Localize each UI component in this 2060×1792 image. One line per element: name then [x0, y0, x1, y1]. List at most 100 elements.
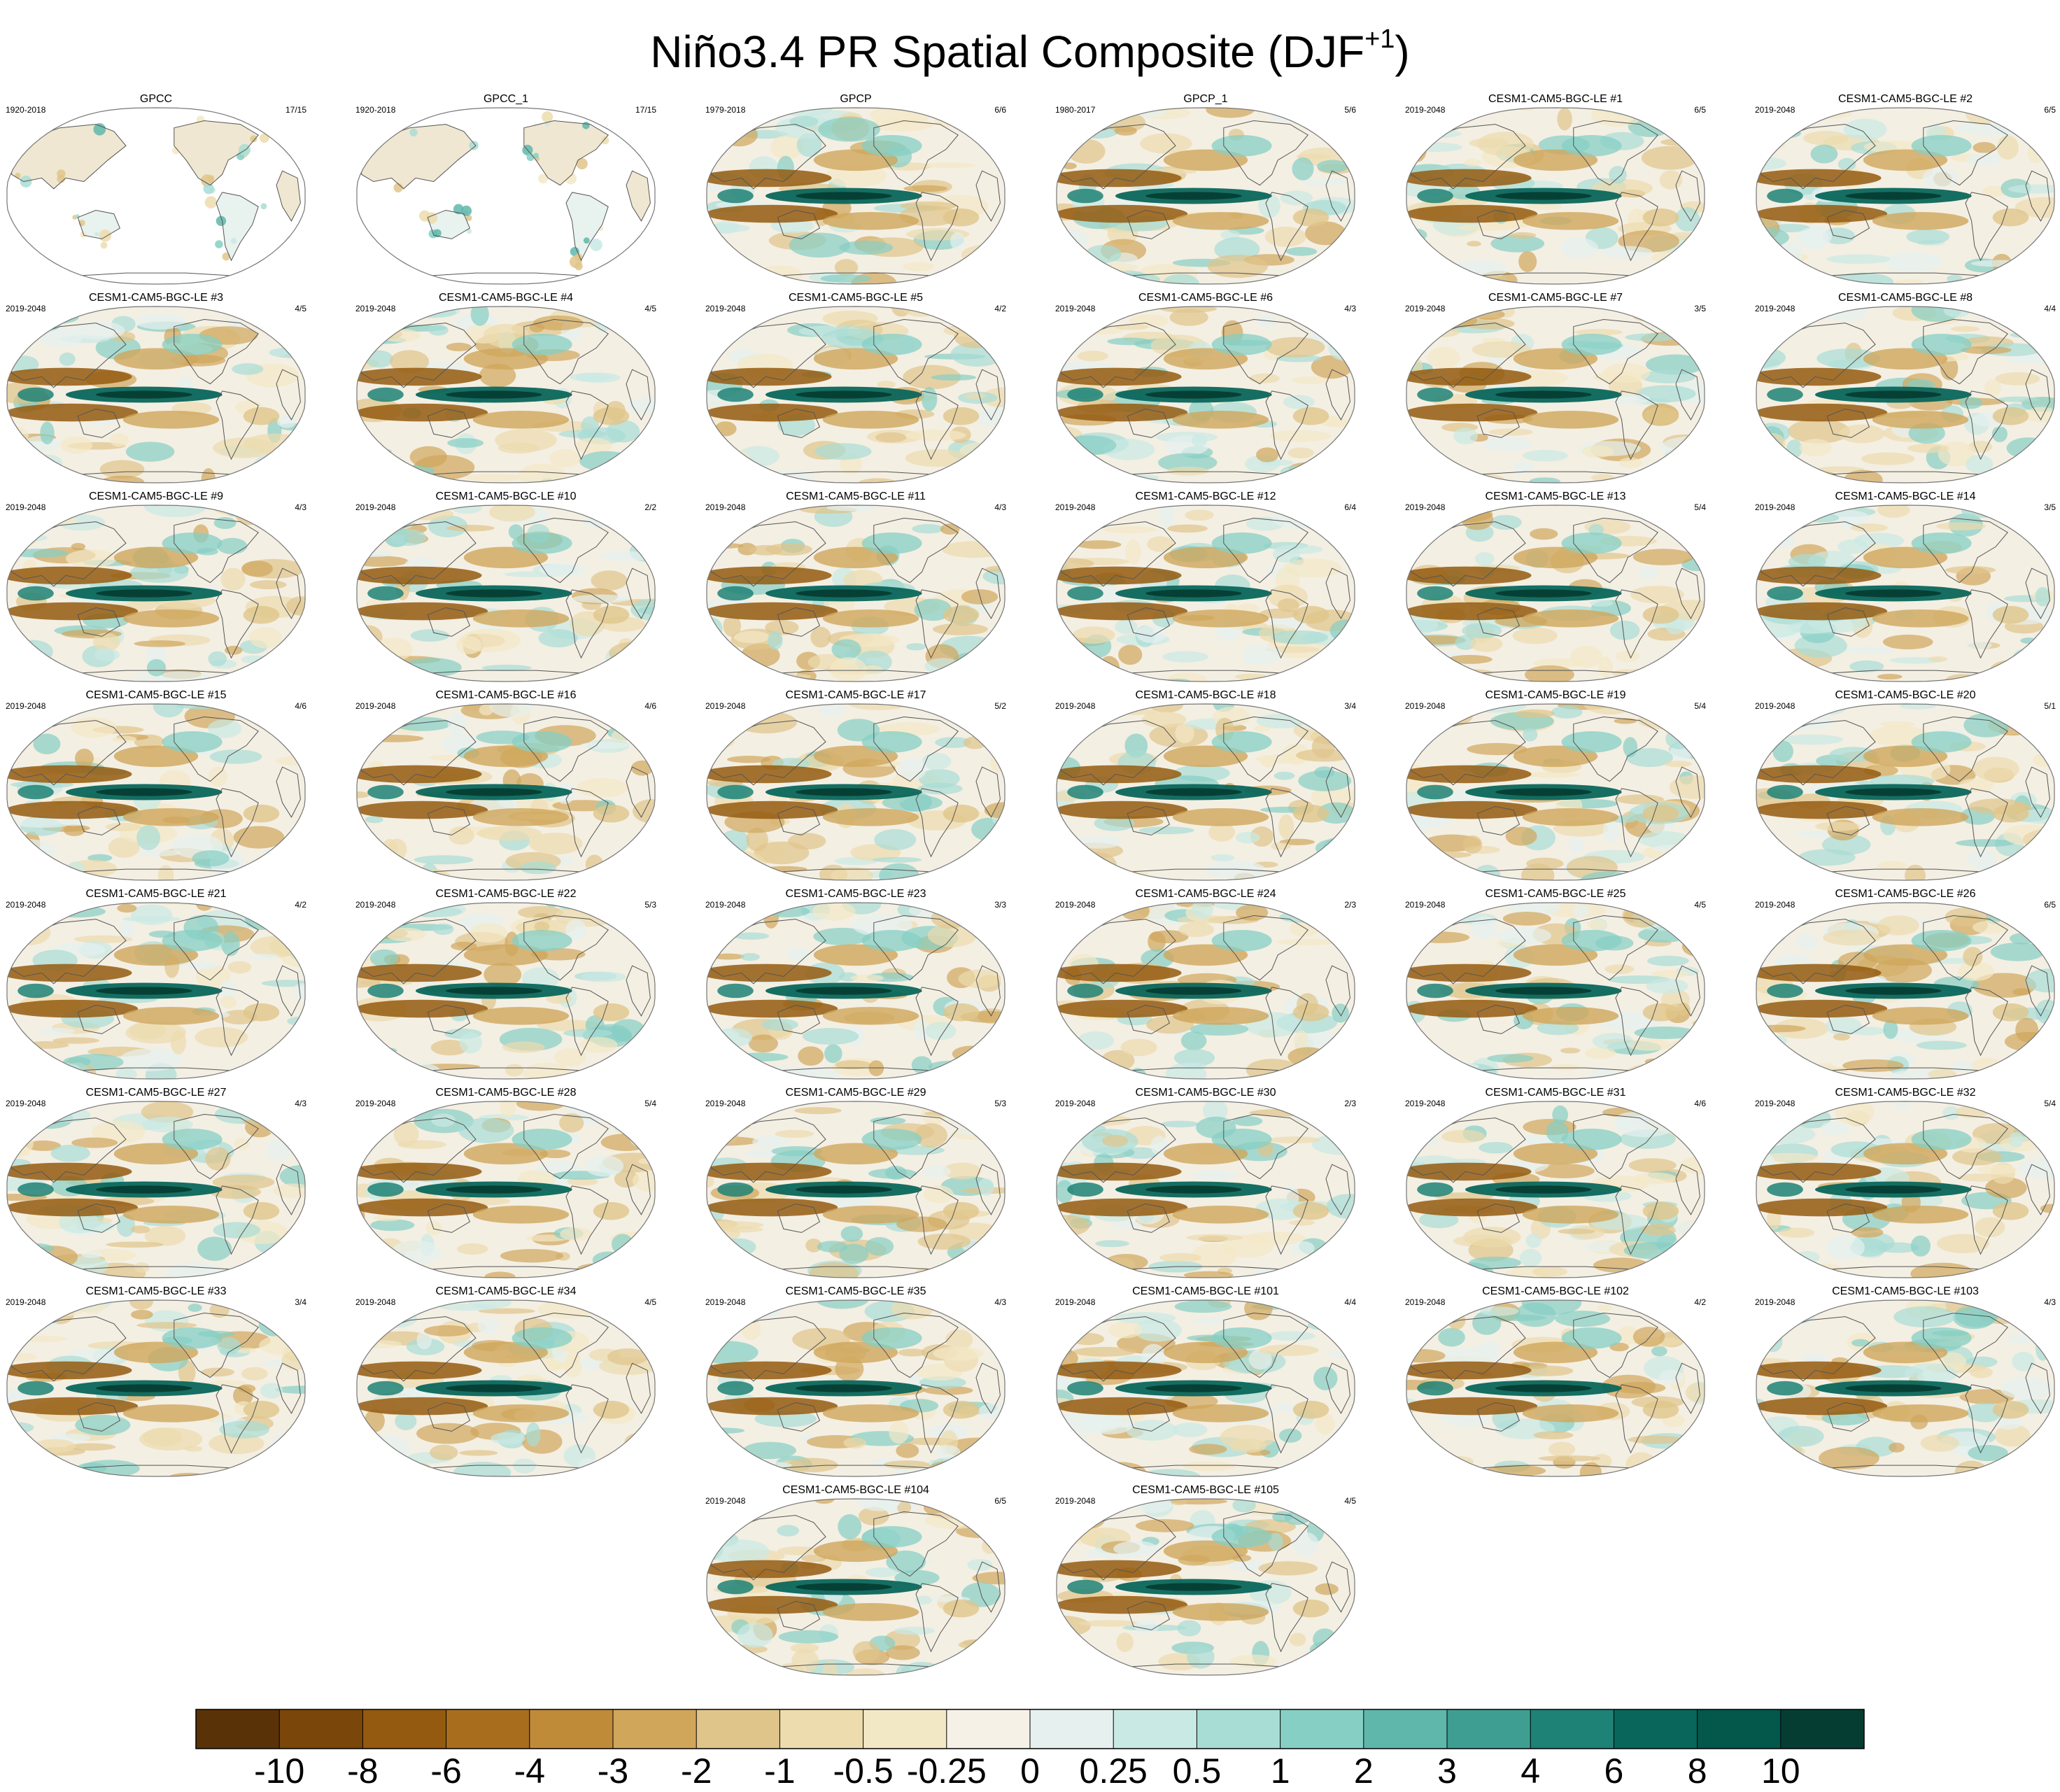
global-map — [1406, 1299, 1705, 1477]
panel-title: CESM1-CAM5-BGC-LE #5 — [788, 292, 924, 304]
map-panel: CESM1-CAM5-BGC-LE #8 2019-2048 4/4 — [1755, 291, 2056, 487]
title-text: Niño3.4 PR Spatial Composite (DJF — [650, 27, 1365, 77]
global-map — [356, 505, 656, 682]
colorbar-tick-label: -0.5 — [833, 1751, 894, 1791]
colorbar-tick-label: -6 — [430, 1751, 461, 1791]
panel-title: CESM1-CAM5-BGC-LE #15 — [85, 689, 227, 701]
panel-years: 2019-2048 — [1055, 701, 1096, 711]
global-map — [1406, 505, 1705, 682]
map-panel: GPCC 1920-2018 17/15 — [6, 92, 306, 288]
precip-anomaly-field — [357, 704, 655, 880]
map-panel: CESM1-CAM5-BGC-LE #24 2019-2048 2/3 — [1055, 887, 1356, 1083]
panel-years: 2019-2048 — [6, 1099, 46, 1108]
map-border — [356, 505, 656, 682]
panel-event-count: 6/5 — [994, 1496, 1006, 1506]
map-border — [1406, 902, 1705, 1080]
colorbar-tick-label: -8 — [347, 1751, 378, 1791]
colorbar-tick-label: 0.5 — [1173, 1751, 1222, 1791]
panel-years: 2019-2048 — [705, 304, 746, 313]
panel-event-count: 4/2 — [994, 304, 1006, 313]
colorbar-swatch — [1780, 1709, 1865, 1749]
panel-title: CESM1-CAM5-BGC-LE #24 — [1135, 888, 1276, 900]
panel-event-count: 2/2 — [644, 502, 656, 512]
global-map — [356, 107, 656, 285]
map-border — [706, 107, 1006, 285]
map-border — [1056, 1101, 1355, 1278]
panel-title: CESM1-CAM5-BGC-LE #101 — [1132, 1285, 1279, 1297]
map-panel: CESM1-CAM5-BGC-LE #101 2019-2048 4/4 — [1055, 1285, 1356, 1481]
precip-anomaly-field — [357, 1101, 655, 1278]
colorbar-swatch — [696, 1709, 780, 1749]
panel-event-count: 6/5 — [2044, 900, 2056, 910]
panel-title: CESM1-CAM5-BGC-LE #104 — [782, 1484, 929, 1496]
panel-title: CESM1-CAM5-BGC-LE #4 — [438, 292, 574, 304]
panel-years: 2019-2048 — [1405, 304, 1446, 313]
map-panel: CESM1-CAM5-BGC-LE #22 2019-2048 5/3 — [355, 887, 656, 1083]
precip-anomaly-field — [1756, 505, 2054, 682]
global-map — [706, 1101, 1006, 1278]
global-map — [6, 703, 306, 881]
precip-anomaly-field — [707, 903, 1005, 1079]
panel-event-count: 6/5 — [1694, 105, 1706, 115]
precip-anomaly-field — [707, 1499, 1005, 1675]
map-panel: CESM1-CAM5-BGC-LE #104 2019-2048 6/5 — [705, 1483, 1006, 1679]
panel-years: 2019-2048 — [1405, 1297, 1446, 1307]
map-border — [706, 505, 1006, 682]
panel-years: 2019-2048 — [6, 502, 46, 512]
panel-years: 2019-2048 — [1405, 105, 1446, 115]
precip-anomaly-field — [1057, 1499, 1355, 1675]
panel-event-count: 6/6 — [994, 105, 1006, 115]
map-border — [1056, 107, 1355, 285]
map-border — [356, 703, 656, 881]
map-panel: CESM1-CAM5-BGC-LE #30 2019-2048 2/3 — [1055, 1086, 1356, 1282]
map-panel: CESM1-CAM5-BGC-LE #7 2019-2048 3/5 — [1405, 291, 1706, 487]
panel-title: CESM1-CAM5-BGC-LE #21 — [85, 888, 227, 900]
precip-anomaly-field — [1057, 903, 1355, 1079]
panel-event-count: 5/4 — [644, 1099, 656, 1108]
title-superscript: +1 — [1364, 24, 1395, 54]
colorbar-swatch — [1113, 1709, 1197, 1749]
map-border — [6, 1101, 306, 1278]
panel-title: CESM1-CAM5-BGC-LE #28 — [435, 1087, 577, 1099]
panel-years: 2019-2048 — [6, 701, 46, 711]
panel-title: CESM1-CAM5-BGC-LE #14 — [1835, 491, 1976, 502]
map-border — [356, 306, 656, 484]
panel-title: CESM1-CAM5-BGC-LE #34 — [435, 1285, 577, 1297]
panel-event-count: 4/6 — [295, 701, 306, 711]
precip-anomaly-field — [1057, 1300, 1355, 1476]
map-panel: GPCC_1 1920-2018 17/15 — [355, 92, 656, 288]
map-border — [1056, 1299, 1355, 1477]
map-border — [1406, 1299, 1705, 1477]
panel-years: 2019-2048 — [6, 1297, 46, 1307]
map-panel: CESM1-CAM5-BGC-LE #31 2019-2048 4/6 — [1405, 1086, 1706, 1282]
panel-title: CESM1-CAM5-BGC-LE #32 — [1835, 1087, 1976, 1099]
global-map — [1056, 1101, 1355, 1278]
map-panel: CESM1-CAM5-BGC-LE #103 2019-2048 4/3 — [1755, 1285, 2056, 1481]
map-panel: CESM1-CAM5-BGC-LE #20 2019-2048 5/1 — [1755, 689, 2056, 884]
panel-years: 2019-2048 — [1055, 1496, 1096, 1506]
panel-years: 2019-2048 — [1405, 900, 1446, 910]
map-border — [6, 902, 306, 1080]
map-border — [356, 1299, 656, 1477]
colorbar-tick-label: 3 — [1437, 1751, 1457, 1791]
panel-title: CESM1-CAM5-BGC-LE #27 — [85, 1087, 227, 1099]
map-border — [1406, 306, 1705, 484]
panel-title: CESM1-CAM5-BGC-LE #25 — [1485, 888, 1626, 900]
global-map — [1406, 703, 1705, 881]
panel-event-count: 4/3 — [994, 502, 1006, 512]
global-map — [1056, 505, 1355, 682]
panel-title: CESM1-CAM5-BGC-LE #10 — [435, 491, 577, 502]
panel-years: 2019-2048 — [705, 1297, 746, 1307]
global-map — [356, 703, 656, 881]
global-map — [6, 107, 306, 285]
global-map — [356, 902, 656, 1080]
map-panel: CESM1-CAM5-BGC-LE #26 2019-2048 6/5 — [1755, 887, 2056, 1083]
colorbar-swatch — [1530, 1709, 1614, 1749]
panel-event-count: 2/3 — [1344, 1099, 1356, 1108]
precip-anomaly-field — [1057, 1101, 1355, 1278]
colorbar-swatch — [1363, 1709, 1448, 1749]
map-border — [6, 703, 306, 881]
global-map — [1756, 703, 2055, 881]
map-panel: CESM1-CAM5-BGC-LE #23 2019-2048 3/3 — [705, 887, 1006, 1083]
